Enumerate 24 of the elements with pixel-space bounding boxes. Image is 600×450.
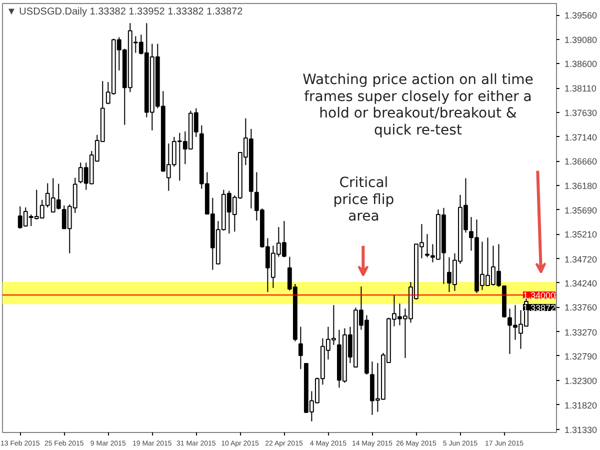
y-tick-label: 1.32300 [564,376,598,386]
y-tick-label: 1.38600 [564,58,598,69]
y-tick-label: 1.37140 [564,132,598,142]
ref-line-label: 1.34000 [522,290,556,301]
y-tick-label: 1.36180 [564,180,598,191]
chart-title: ▼ USDSGD.Daily 1.33382 1.33952 1.33382 1.33872 [6,6,244,18]
y-tick-label: 1.31820 [564,400,598,410]
annotation: Watching price action on all time frames super closely for either a hold or breakout/breakout & quick re-test [302,72,534,139]
y-tick-label: 1.33760 [564,302,598,313]
y-tick-label: 1.34720 [564,254,598,264]
y-tick-label: 1.35690 [564,205,598,216]
y-tick-label: 1.34240 [564,278,598,288]
y-tick-label: 1.39560 [564,10,598,21]
y-tick-label: 1.35210 [564,230,598,240]
y-tick-label: 1.36660 [564,156,598,167]
annotation: Critical price flip area [333,175,394,225]
candlestick [298,326,303,370]
y-tick-label: 1.33270 [564,327,598,338]
y-tick-label: 1.37630 [564,108,598,118]
y-tick-label: 1.32790 [564,351,598,362]
y-tick-label: 1.39080 [564,34,598,45]
y-tick-label: 1.38110 [564,84,596,94]
y-tick-label: 1.31330 [564,424,598,435]
annotation: 1.33872 [522,302,556,313]
